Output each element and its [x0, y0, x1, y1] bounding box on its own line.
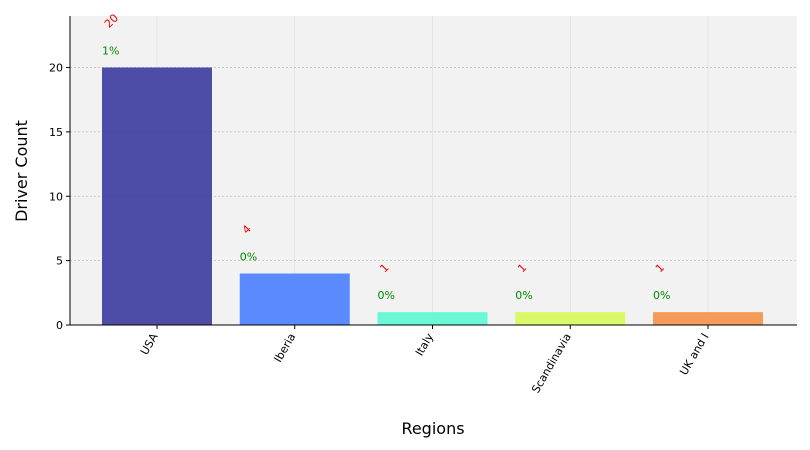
y-tick-label: 5 — [56, 255, 63, 268]
x-axis-title: Regions — [401, 419, 464, 438]
bar — [377, 312, 488, 325]
y-tick-label: 0 — [56, 319, 63, 332]
percent-label: 0% — [240, 251, 257, 264]
y-axis-title: Driver Count — [12, 120, 31, 222]
x-axis-ticks: USA Iberia Italy Scandinavia UK and I — [138, 325, 712, 395]
percent-label: 1% — [102, 45, 119, 58]
y-tick-label: 15 — [49, 126, 63, 139]
bars — [102, 67, 763, 325]
y-axis-ticks: 0 5 10 15 20 — [49, 62, 70, 332]
bar — [102, 67, 212, 325]
percent-label: 0% — [653, 289, 670, 302]
bar — [239, 273, 350, 325]
x-tick-label: UK and I — [677, 331, 711, 378]
x-tick-label: USA — [138, 331, 161, 358]
x-tick-label: Scandinavia — [529, 331, 574, 395]
percent-label: 0% — [378, 289, 395, 302]
y-tick-label: 10 — [49, 190, 63, 203]
x-tick-label: Italy — [413, 331, 436, 359]
bar — [515, 312, 626, 325]
x-tick-label: Iberia — [271, 331, 298, 365]
percent-label: 0% — [515, 289, 532, 302]
y-tick-label: 20 — [49, 62, 63, 75]
bar — [653, 312, 763, 325]
